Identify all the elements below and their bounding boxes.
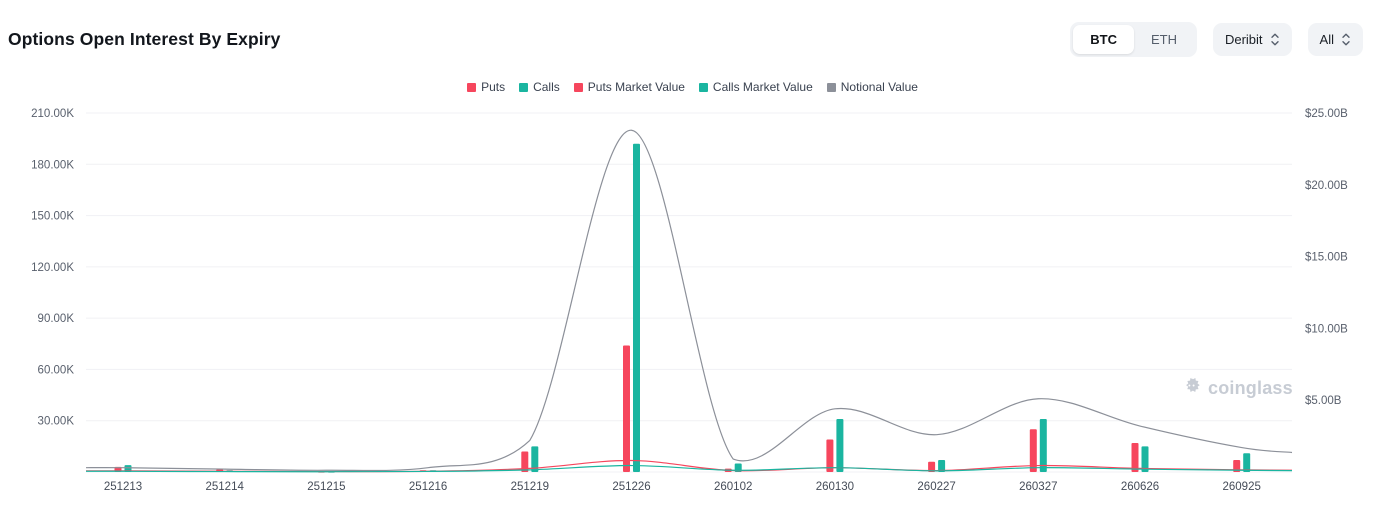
right-axis-tick-label: $5.00B	[1305, 395, 1342, 407]
x-axis-category-label: 260626	[1121, 481, 1159, 493]
range-select-value: All	[1319, 32, 1334, 47]
page-title: Options Open Interest By Expiry	[8, 29, 281, 49]
btc-toggle-button[interactable]: BTC	[1073, 25, 1134, 54]
x-axis-category-label: 251226	[612, 481, 650, 493]
chevron-up-down-icon	[1341, 32, 1351, 47]
line-calls-market-value[interactable]	[85, 464, 1293, 473]
bar-calls[interactable]	[1243, 453, 1251, 472]
bar-puts[interactable]	[1233, 460, 1241, 472]
left-axis-tick-label: 30.00K	[38, 416, 75, 428]
left-axis-tick-label: 90.00K	[38, 313, 75, 325]
legend-label: Calls Market Value	[712, 80, 813, 94]
left-axis-tick-label: 120.00K	[31, 262, 74, 274]
legend-label: Puts Market Value	[587, 80, 685, 94]
right-axis-tick-label: $15.00B	[1305, 252, 1348, 264]
bar-puts[interactable]	[928, 461, 936, 472]
right-axis-tick-label: $20.00B	[1305, 180, 1348, 192]
x-axis-category-label: 260227	[917, 481, 955, 493]
bar-puts[interactable]	[521, 451, 529, 472]
x-axis-category-label: 251213	[104, 481, 142, 493]
left-axis-tick-label: 150.00K	[31, 211, 74, 223]
legend-label: Puts	[481, 80, 506, 94]
left-axis-tick-label: 210.00K	[31, 108, 74, 120]
x-axis-category-label: 260327	[1019, 481, 1057, 493]
bar-calls[interactable]	[531, 446, 539, 472]
legend-label: Notional Value	[840, 80, 918, 94]
exchange-select[interactable]: Deribit	[1212, 23, 1292, 56]
header-controls: BTC ETH Deribit All	[1070, 22, 1363, 57]
left-axis-tick-label: 60.00K	[38, 364, 75, 376]
x-axis-category-label: 251214	[206, 481, 245, 493]
bar-puts[interactable]	[1131, 442, 1139, 472]
bar-calls[interactable]	[1039, 419, 1047, 472]
legend-swatch	[467, 82, 477, 92]
legend-item-notional-value[interactable]: Notional Value	[826, 80, 918, 94]
coin-toggle: BTC ETH	[1070, 22, 1197, 57]
exchange-select-value: Deribit	[1224, 32, 1263, 47]
range-select[interactable]: All	[1307, 23, 1363, 56]
chart-legend: Puts Calls Puts Market Value Calls Market V…	[0, 80, 1385, 94]
left-axis-tick-label: 180.00K	[31, 159, 74, 171]
line-notional-value[interactable]	[85, 129, 1293, 472]
bar-calls[interactable]	[836, 419, 844, 472]
right-axis-tick-label: $10.00B	[1305, 323, 1348, 335]
legend-item-puts[interactable]: Puts	[467, 80, 505, 94]
legend-swatch	[519, 82, 529, 92]
eth-toggle-button[interactable]: ETH	[1134, 25, 1194, 54]
bar-puts[interactable]	[1029, 429, 1037, 472]
legend-item-puts-market-value[interactable]: Puts Market Value	[573, 80, 685, 94]
page-header: Options Open Interest By Expiry BTC ETH …	[8, 22, 1363, 57]
x-axis-category-label: 260102	[714, 481, 752, 493]
legend-swatch	[698, 82, 708, 92]
bar-calls[interactable]	[633, 143, 640, 472]
x-axis-category-label: 260130	[816, 481, 854, 493]
bar-calls[interactable]	[1141, 446, 1149, 472]
legend-swatch	[573, 82, 583, 92]
right-axis-tick-label: $25.00B	[1305, 108, 1348, 120]
chevron-up-down-icon	[1270, 32, 1280, 47]
bar-puts[interactable]	[623, 345, 630, 472]
x-axis-category-label: 260925	[1223, 481, 1261, 493]
legend-label: Calls	[533, 80, 560, 94]
x-axis-category-label: 251216	[409, 481, 447, 493]
legend-item-calls[interactable]: Calls	[519, 80, 560, 94]
bar-puts[interactable]	[826, 439, 834, 472]
x-axis-category-label: 251215	[307, 481, 345, 493]
legend-swatch	[826, 82, 836, 92]
legend-item-calls-market-value[interactable]: Calls Market Value	[698, 80, 813, 94]
x-axis-category-label: 251219	[511, 481, 549, 493]
bar-calls[interactable]	[938, 460, 946, 472]
